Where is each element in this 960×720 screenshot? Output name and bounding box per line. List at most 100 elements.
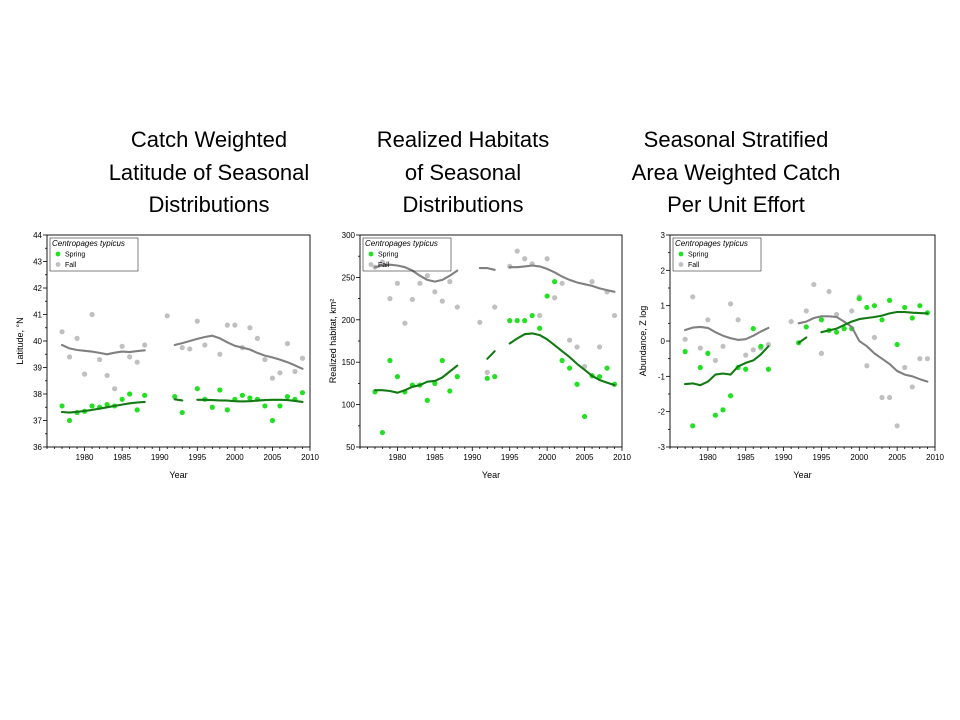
fall-point [299,355,306,361]
legend-fall-marker [368,262,374,267]
legend-fall-label: Fall [378,262,390,269]
y-tick-label: 100 [342,401,356,410]
x-tick-label: 1980 [76,453,94,462]
chart-title-line: Realized Habitats [376,127,550,152]
y-tick-label: 37 [33,417,42,426]
chart-title-abundance: Seasonal Stratified Area Weighted Catch … [596,124,876,222]
fall-point [142,342,148,348]
spring-point [484,375,490,381]
legend-spring-label: Spring [378,252,398,259]
x-tick-label: 1980 [389,453,407,462]
fall-point [871,334,878,341]
fall-point [97,356,103,363]
x-tick-label: 1980 [699,453,717,462]
y-tick-label: 3 [661,231,666,240]
fall-point [492,304,498,310]
spring-point [833,329,840,335]
spring-point [439,357,445,364]
plot-frame [669,234,936,448]
y-tick-label: 38 [33,390,42,399]
fall-point [262,356,268,363]
spring-point [803,324,809,330]
x-tick-label: 1985 [737,453,755,462]
y-tick-label: 36 [33,443,42,452]
fall-point [514,248,520,254]
fall-trend-line [684,325,770,341]
spring-point [217,387,223,393]
fall-point [894,423,900,429]
spring-point [574,381,580,387]
spring-point [765,366,772,372]
x-axis-label: Year [169,470,187,480]
spring-point [581,413,588,420]
fall-point [909,384,915,390]
chart-title-habitat: Realized Habitats of Seasonal Distributi… [323,124,603,222]
legend-fall-marker [678,262,684,267]
fall-point [387,296,393,302]
x-tick-label: 1995 [188,453,206,462]
y-tick-label: 300 [342,231,356,240]
fall-point [81,371,88,377]
spring-point [179,409,185,416]
fall-point [803,308,809,314]
spring-point [66,417,73,424]
latitude-chart: 1980 1985 1990 1995 2000 2005 2010 36 37 38 39 40 41… [15,231,319,480]
spring-trend-line [196,398,304,403]
spring-point [277,403,283,409]
chart-title-line: Seasonal Stratified [643,127,829,152]
fall-point [712,357,719,364]
fall-trend-line [797,315,929,383]
spring-trend-line [173,398,184,402]
spring-point [492,374,498,380]
y-tick-label: 40 [33,337,42,346]
x-tick-label: 2010 [301,453,319,462]
spring-point [194,386,200,392]
fall-point [735,317,741,323]
spring-point [387,357,393,364]
fall-point [522,256,528,262]
spring-point [119,396,125,402]
spring-point [604,365,610,371]
spring-point [104,402,110,408]
fall-point [284,341,291,347]
fall-point [104,372,110,379]
spring-point [239,392,245,398]
fall-point [849,308,855,314]
fall-point [424,273,430,279]
fall-point [202,342,208,348]
plot-frame [359,234,623,448]
spring-trend-line [797,336,808,344]
spring-point [596,374,603,380]
legend-box [362,237,452,272]
fall-point [537,312,543,319]
spring-point [544,293,550,299]
x-tick-label: 1990 [463,453,481,462]
fall-point [224,322,230,328]
fall-point [394,280,401,286]
fall-point [544,256,550,262]
fall-point [134,359,140,365]
fall-point [552,295,558,301]
fall-point [119,343,125,349]
fall-point [924,356,931,362]
legend-spring-label: Spring [65,252,85,259]
y-axis-label: Latitude, °N [15,317,25,364]
fall-point [811,281,817,288]
fall-point [917,356,923,362]
spring-point [424,397,430,403]
spring-point [712,412,719,418]
x-tick-label: 1985 [426,453,444,462]
spring-trend-line [486,350,496,360]
y-tick-label: 0 [661,337,666,346]
spring-point [447,388,453,394]
spring-trend-line [684,345,770,387]
fall-point [89,311,95,318]
x-tick-label: 2010 [926,453,944,462]
fall-point [611,312,618,319]
spring-point [902,304,908,311]
fall-point [292,368,298,375]
fall-point [596,344,603,350]
fall-point [269,375,276,381]
x-tick-label: 1990 [151,453,169,462]
fall-point [705,317,711,323]
